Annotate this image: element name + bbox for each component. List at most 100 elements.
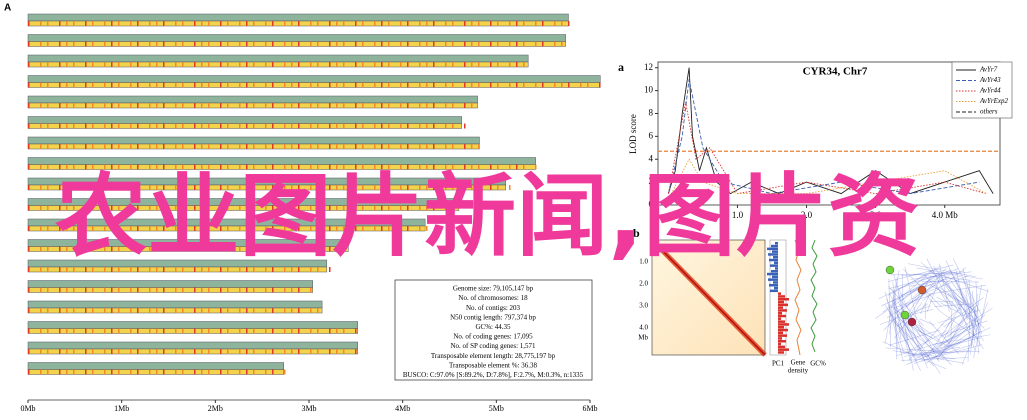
y-tick-label: 4: [649, 153, 654, 163]
network-edge: [970, 285, 982, 348]
gene-band: [317, 103, 319, 108]
gene-band: [201, 82, 203, 88]
gene-band: [104, 185, 106, 190]
gene-band: [227, 41, 229, 47]
gene-band: [201, 226, 203, 231]
gene-band: [73, 349, 75, 354]
gene-band: [419, 103, 421, 108]
gene-band: [28, 185, 30, 190]
pc1-bar: [778, 317, 781, 321]
gene-band: [343, 185, 345, 190]
pc1-bar: [778, 314, 786, 318]
network-edge: [959, 288, 984, 342]
gene-band: [535, 41, 537, 47]
network-edge: [878, 270, 936, 300]
gene-band: [561, 41, 563, 47]
gene-band: [220, 123, 222, 129]
gene-band: [561, 82, 563, 88]
gene-band: [535, 82, 537, 88]
gene-band: [265, 62, 267, 67]
gene-band: [433, 82, 435, 88]
network-edge: [952, 291, 977, 332]
gene-band: [272, 185, 274, 190]
gene-band: [362, 41, 364, 47]
gene-band: [291, 21, 293, 26]
gene-band: [445, 144, 447, 149]
gene-band: [47, 41, 49, 47]
gene-band: [343, 205, 345, 211]
gene-band: [291, 226, 293, 231]
network-edge: [892, 288, 898, 350]
gene-band: [291, 41, 293, 47]
gene-band: [163, 123, 165, 129]
gene-band: [66, 164, 68, 170]
network-edge: [875, 283, 925, 319]
gene-band: [66, 369, 68, 375]
gene-band: [149, 103, 151, 108]
network-edge: [898, 269, 952, 290]
gene-band: [73, 369, 75, 375]
gene-band: [208, 246, 210, 252]
gene-band: [265, 21, 267, 26]
gene-band: [227, 123, 229, 129]
network-edge: [884, 304, 917, 352]
gene-band: [73, 308, 75, 313]
gene-band: [298, 123, 300, 129]
chromosome-bar: [27, 321, 358, 329]
gene-band: [85, 82, 87, 88]
gene-band: [246, 246, 248, 252]
gene-band: [509, 21, 511, 26]
gene-band: [111, 103, 113, 108]
gene-band: [388, 41, 390, 47]
gene-band: [516, 164, 518, 170]
gene-band: [227, 144, 229, 149]
gene-band: [104, 82, 106, 88]
stats-line: No. of coding genes: 17,095: [453, 333, 533, 341]
gene-band: [355, 21, 357, 26]
gene-band: [208, 21, 210, 26]
gene-band: [381, 185, 383, 190]
gene-band: [118, 369, 120, 375]
network-edge: [951, 301, 984, 349]
gene-band: [118, 62, 120, 67]
network-edge: [940, 302, 975, 322]
gene-band: [329, 267, 331, 272]
network-edge: [907, 328, 945, 359]
gene-band: [92, 205, 94, 211]
gene-band: [66, 41, 68, 47]
gene-band: [163, 205, 165, 211]
gene-band: [272, 287, 274, 293]
gene-band: [111, 82, 113, 88]
gene-band: [445, 164, 447, 170]
gene-band: [253, 287, 255, 293]
gene-band: [156, 226, 158, 231]
gene-band: [374, 62, 376, 67]
network-edge: [915, 334, 960, 359]
gene-band: [265, 226, 267, 231]
gene-band: [291, 246, 293, 252]
gene-band: [272, 41, 274, 47]
gene-band: [92, 103, 94, 108]
gene-band: [137, 328, 139, 334]
pc1-bar: [774, 261, 778, 265]
gene-band: [298, 164, 300, 170]
pc1-bar: [768, 278, 778, 281]
gene-band: [509, 82, 511, 88]
gene-band: [317, 308, 319, 313]
gene-band: [419, 62, 421, 67]
gene-band: [497, 41, 499, 47]
gene-band: [163, 41, 165, 47]
gene-band: [362, 144, 364, 149]
gene-band: [104, 287, 106, 293]
gene-band: [246, 369, 248, 375]
gene-band: [246, 164, 248, 170]
gene-band: [246, 82, 248, 88]
network-edge: [933, 280, 952, 311]
gene-band: [516, 62, 518, 67]
gene-band: [291, 267, 293, 272]
gene-band: [362, 103, 364, 108]
gene-band: [73, 246, 75, 252]
gene-band: [426, 123, 428, 129]
gene-band: [111, 349, 113, 354]
stats-line: BUSCO: C:97.0% [S:89.2%, D:7.8%], F:2.7%…: [403, 371, 584, 379]
